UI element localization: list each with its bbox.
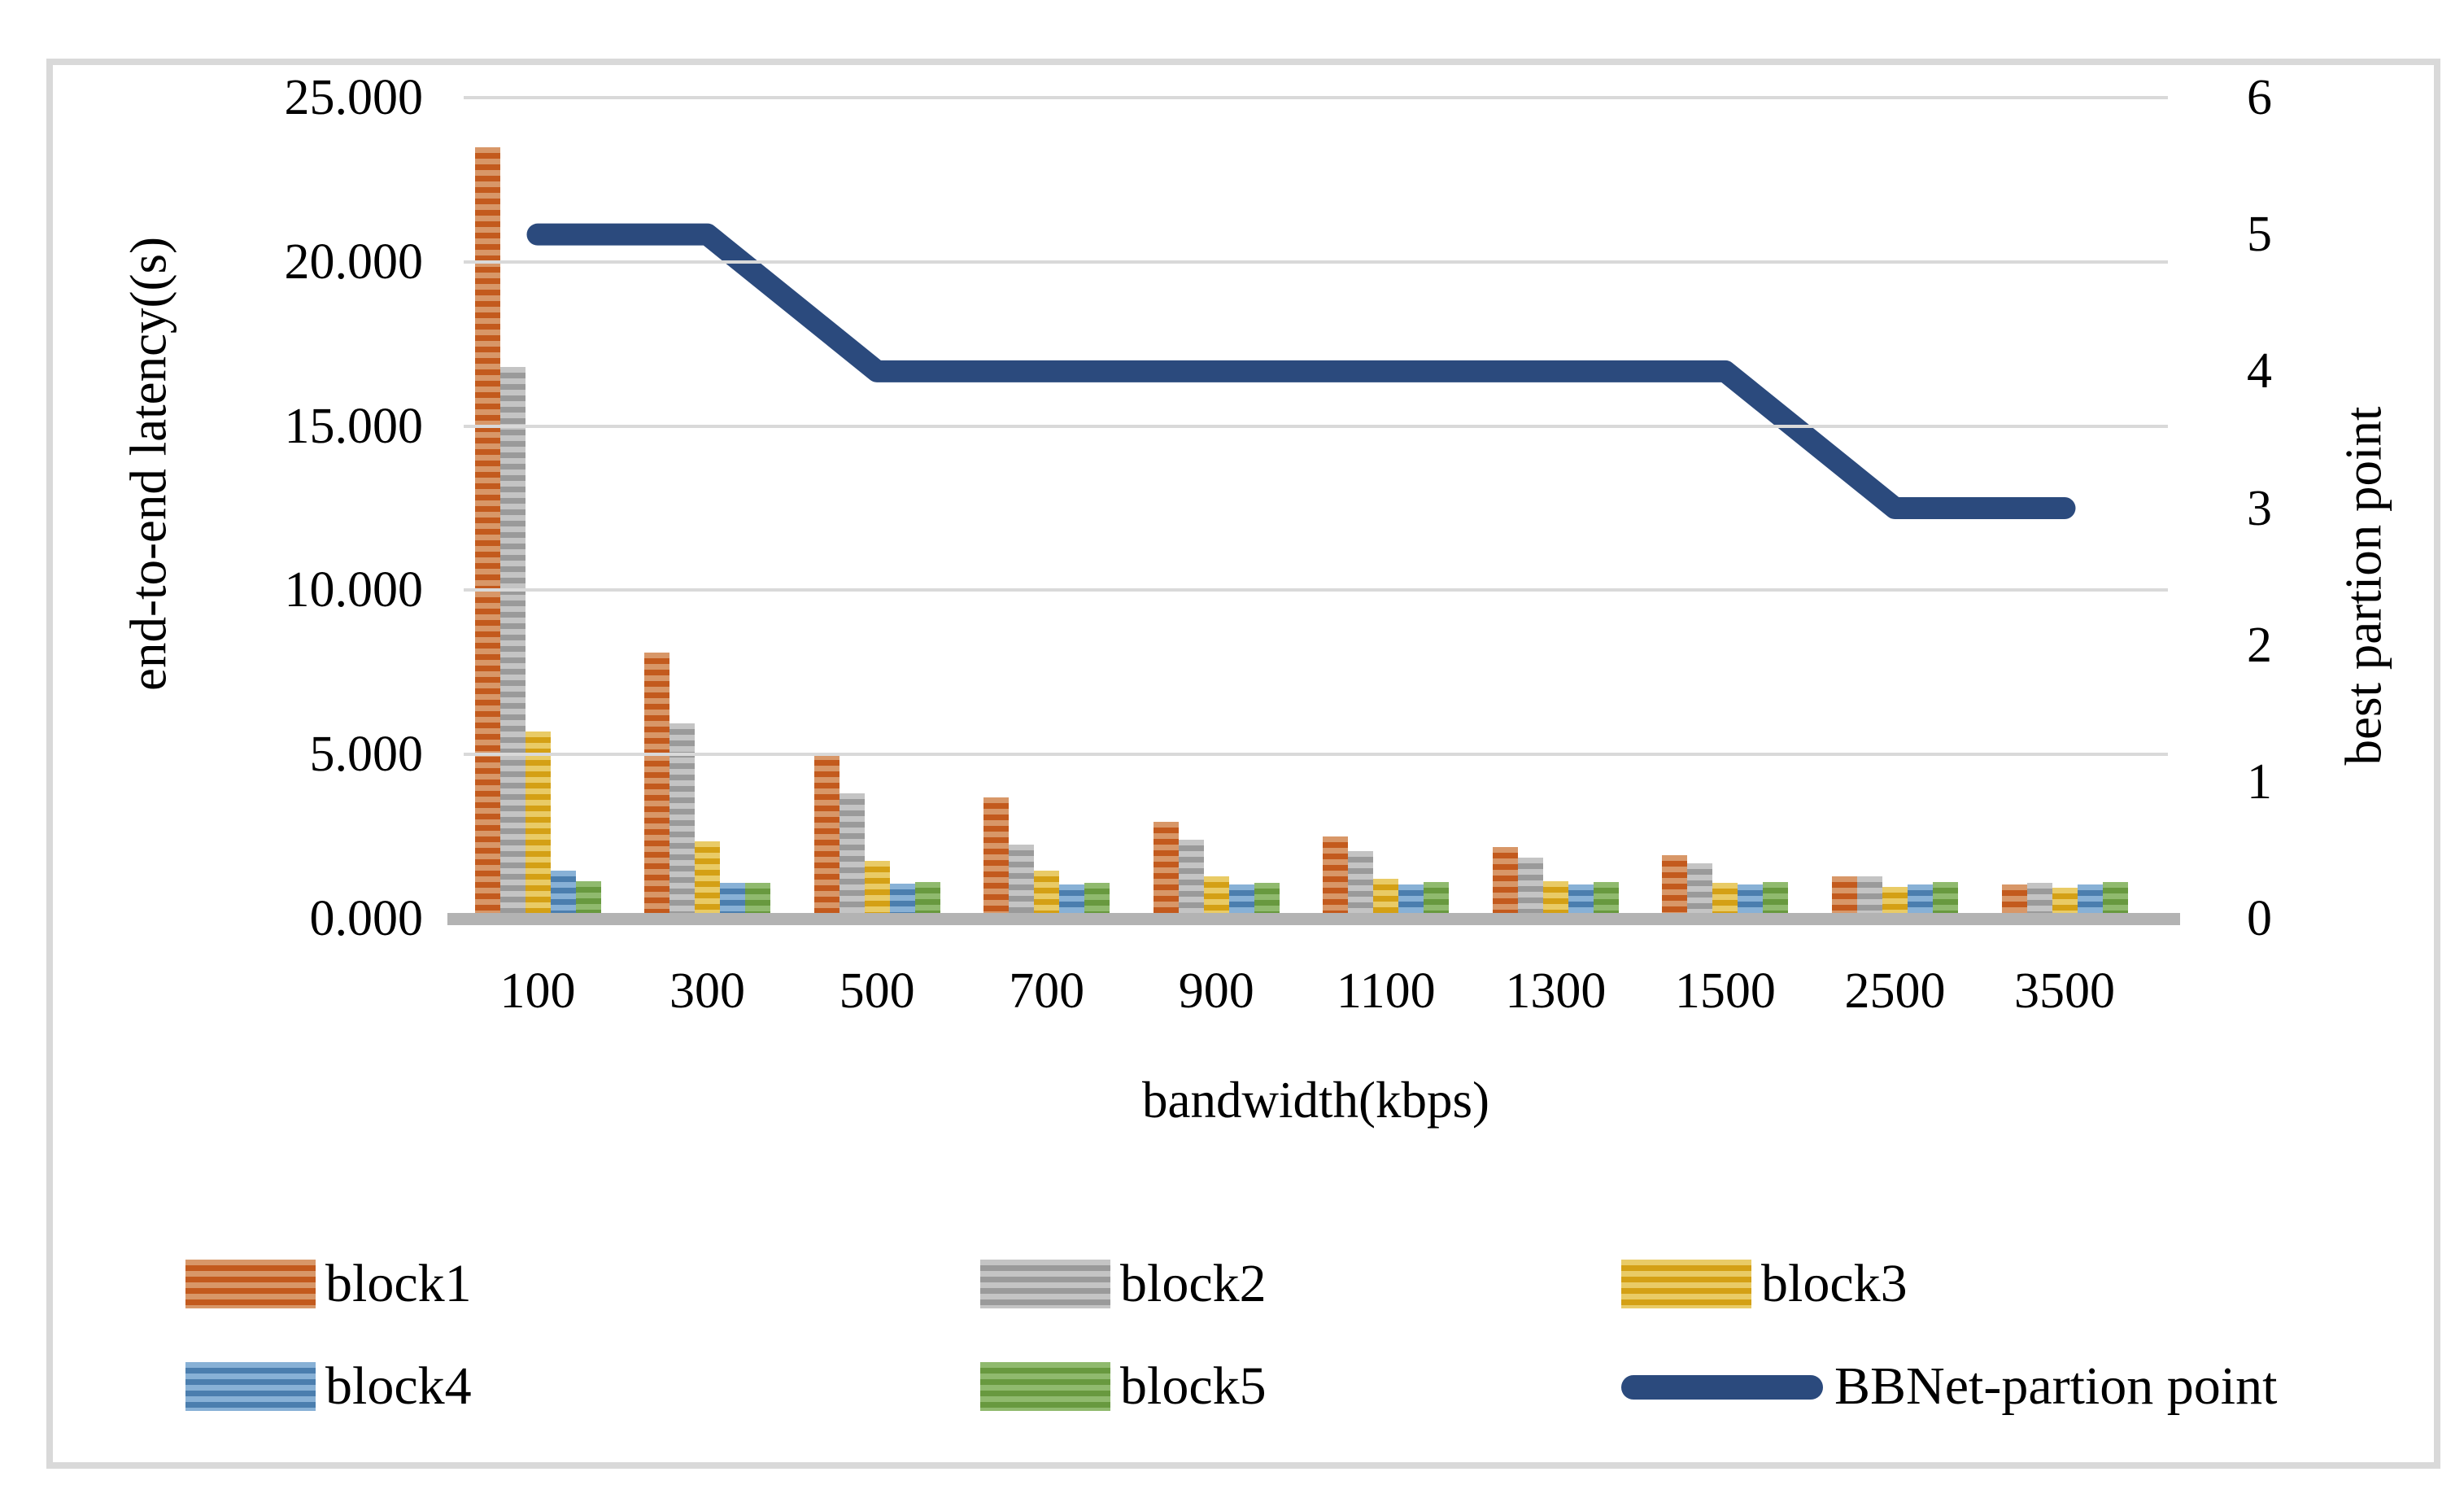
block1-bar — [983, 797, 1010, 919]
figure-border — [46, 59, 2440, 1469]
block2-bar — [2026, 883, 2052, 919]
legend-label: BBNet-partion point — [1834, 1356, 2278, 1416]
block1-bar — [1323, 836, 1349, 919]
block2-bar — [1348, 851, 1374, 919]
block1-bar — [644, 653, 670, 919]
right-axis-tick: 4 — [2247, 343, 2272, 400]
left-axis-tick: 10.000 — [284, 562, 424, 618]
legend-label: block4 — [325, 1356, 472, 1416]
right-axis-tick: 2 — [2247, 617, 2272, 673]
block2-bar — [839, 793, 865, 919]
x-axis-tick: 500 — [839, 963, 915, 1019]
gridline — [464, 424, 2168, 428]
x-axis-tick: 2500 — [1844, 963, 1946, 1019]
block1-bar — [1153, 822, 1179, 919]
left-axis-tick: 0.000 — [309, 891, 424, 946]
right-axis-title: best partion point — [2335, 406, 2392, 766]
bbnet-partion-point-polyline — [526, 223, 2076, 519]
left-axis-tick: 20.000 — [284, 234, 424, 290]
block5-bar — [1084, 883, 1110, 919]
gridline — [464, 96, 2168, 99]
block5-bar — [1254, 883, 1280, 919]
block5-bar — [914, 882, 940, 919]
block3-bar — [1542, 881, 1568, 919]
left-axis-tick: 25.000 — [284, 70, 424, 125]
block3-bar — [695, 841, 721, 919]
legend-label: block2 — [1120, 1254, 1267, 1313]
block3-bar — [1034, 871, 1060, 919]
block2-bar — [1517, 858, 1543, 919]
block2-bar — [1009, 845, 1035, 919]
block2-bar — [1856, 876, 1882, 919]
x-axis-tick: 900 — [1178, 963, 1254, 1019]
x-axis-tick: 1100 — [1336, 963, 1436, 1019]
x-axis-tick: 1300 — [1505, 963, 1607, 1019]
block5-bar — [575, 881, 601, 919]
line-swatch-icon — [1621, 1375, 1823, 1400]
left-axis-title: end-to-end latency((s) — [120, 237, 177, 691]
left-axis-tick: 5.000 — [309, 727, 424, 783]
block2-bar — [1687, 863, 1713, 919]
bar-group-900 — [1153, 98, 1280, 919]
right-axis-tick: 1 — [2247, 753, 2272, 810]
block4-bar — [720, 883, 746, 919]
block5-swatch-icon — [980, 1362, 1110, 1411]
block5-bar — [1424, 882, 1450, 919]
block1-bar — [813, 754, 840, 919]
block1-bar — [474, 147, 500, 919]
block3-bar — [1373, 879, 1399, 919]
legend-label: block3 — [1761, 1254, 1908, 1313]
block1-bar — [1831, 876, 1857, 919]
block3-bar — [1712, 883, 1738, 919]
left-axis-tick: 15.000 — [284, 398, 424, 454]
x-axis-tick: 700 — [1009, 963, 1085, 1019]
block2-bar — [1178, 840, 1204, 919]
right-axis-tick: 5 — [2247, 207, 2272, 263]
block2-swatch-icon — [980, 1260, 1110, 1308]
x-axis-line — [447, 913, 2180, 925]
block4-bar — [550, 871, 576, 919]
block3-swatch-icon — [1621, 1260, 1751, 1308]
block5-bar — [1932, 882, 1958, 919]
block3-bar — [864, 861, 890, 919]
right-axis-tick: 6 — [2247, 70, 2272, 125]
bar-group-1100 — [1323, 98, 1450, 919]
x-axis-tick: 300 — [669, 963, 746, 1019]
bar-group-500 — [813, 98, 940, 919]
block1-swatch-icon — [185, 1260, 316, 1308]
bar-group-100 — [474, 98, 601, 919]
block1-bar — [1492, 847, 1518, 919]
x-axis-tick: 1500 — [1674, 963, 1776, 1019]
x-axis-tick: 100 — [499, 963, 576, 1019]
right-axis-tick: 0 — [2247, 891, 2272, 946]
block5-bar — [1593, 882, 1619, 919]
gridline — [464, 260, 2168, 264]
x-axis-tick: 3500 — [2014, 963, 2115, 1019]
block3-bar — [1203, 876, 1229, 919]
block3-bar — [525, 732, 551, 919]
block1-bar — [1662, 855, 1688, 919]
block5-bar — [745, 883, 771, 919]
block4-bar — [889, 884, 915, 919]
block2-bar — [499, 367, 526, 919]
right-axis-tick: 3 — [2247, 480, 2272, 536]
legend-label: block5 — [1120, 1356, 1267, 1416]
gridline — [464, 588, 2168, 592]
block5-bar — [2102, 882, 2128, 919]
bar-group-1300 — [1492, 98, 1619, 919]
plot-area — [464, 96, 2168, 919]
bbnet-partion-point-line — [526, 223, 2076, 519]
block4-swatch-icon — [185, 1362, 316, 1411]
gridline — [464, 753, 2168, 757]
block5-bar — [1763, 882, 1789, 919]
bar-group-2500 — [1831, 98, 1958, 919]
x-axis-title: bandwidth(kbps) — [1142, 1072, 1489, 1129]
legend-label: block1 — [325, 1254, 472, 1313]
